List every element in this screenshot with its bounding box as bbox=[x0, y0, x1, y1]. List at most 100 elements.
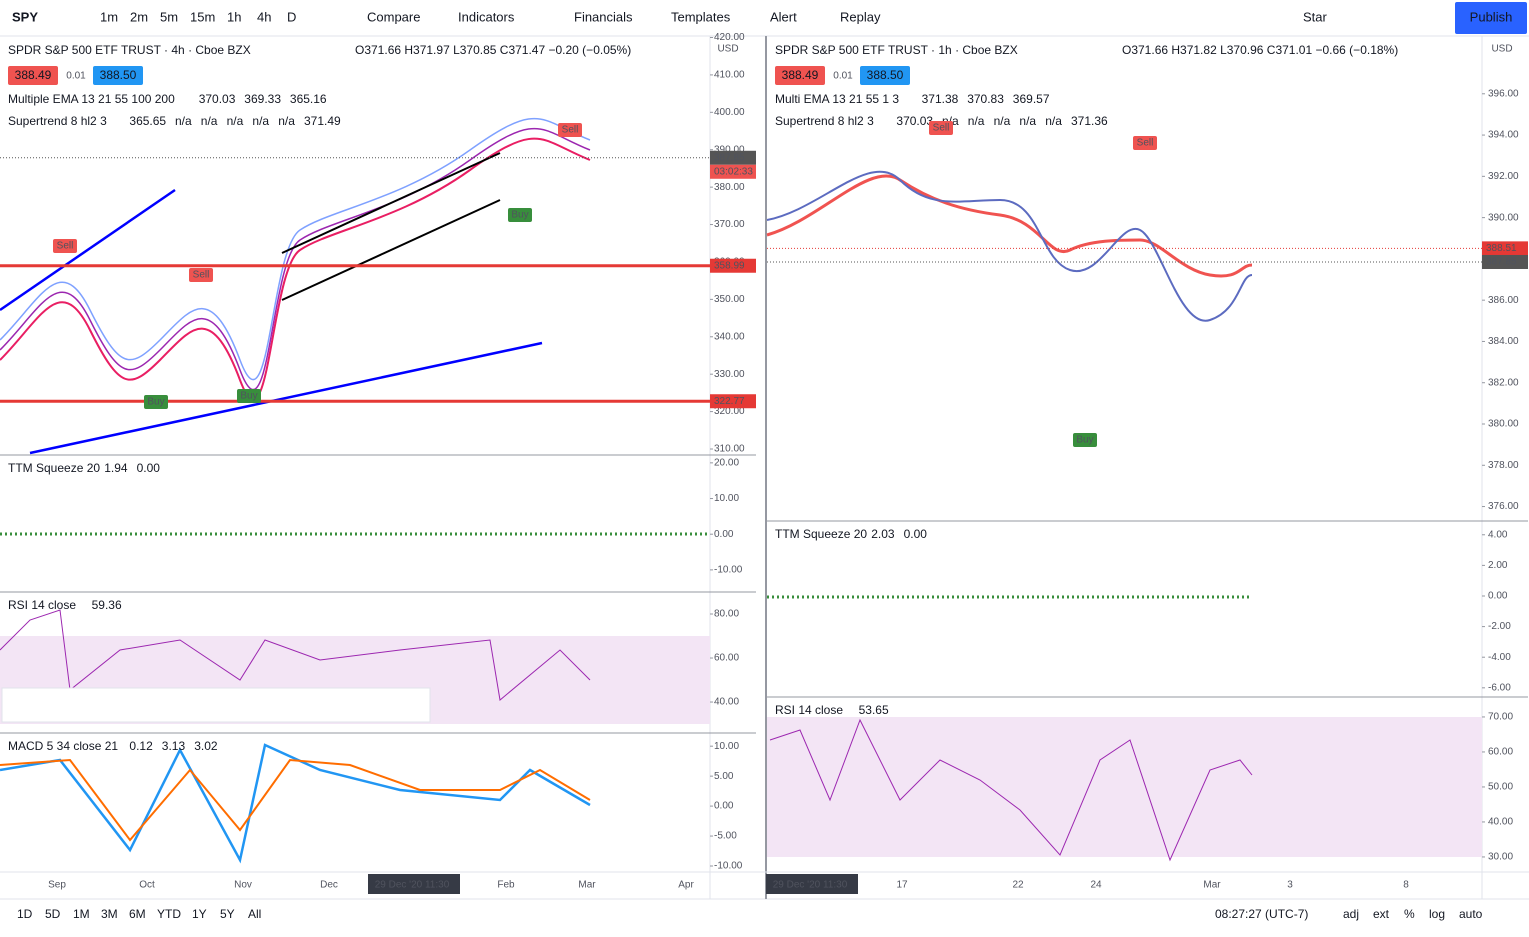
ask-box bbox=[93, 66, 143, 85]
indicator-name: MACD 5 34 close 21 bbox=[8, 739, 118, 753]
indicator-value: 53.65 bbox=[859, 703, 889, 717]
indicator-value: n/a bbox=[227, 114, 244, 128]
signal-label: Sell bbox=[1137, 138, 1154, 149]
y-tick-label: 370.00 bbox=[714, 219, 745, 230]
rsi-line bbox=[0, 609, 591, 701]
bid-box bbox=[8, 66, 58, 85]
indicator-name: Supertrend 8 hl2 3 bbox=[8, 114, 107, 128]
star-button[interactable]: Star bbox=[1303, 9, 1328, 24]
scale-option[interactable]: % bbox=[1404, 907, 1415, 921]
toolbar-button[interactable]: Financials bbox=[574, 9, 633, 24]
interval[interactable]: 4h bbox=[257, 9, 271, 24]
y-tick-label: 5.00 bbox=[714, 771, 734, 782]
indicator-name: RSI 14 close bbox=[775, 703, 843, 717]
indicator-value: 370.83 bbox=[967, 92, 1004, 106]
rsi-line bbox=[769, 718, 1253, 862]
range-button[interactable]: 1Y bbox=[192, 907, 207, 921]
scale-option[interactable]: log bbox=[1429, 907, 1445, 921]
publish-label[interactable]: Publish bbox=[1470, 9, 1513, 24]
indicator-value: 2.03 bbox=[871, 527, 895, 541]
interval[interactable]: 1m bbox=[100, 9, 118, 24]
range-button[interactable]: YTD bbox=[157, 907, 181, 921]
interval[interactable]: D bbox=[287, 9, 296, 24]
drawing-toolbar[interactable] bbox=[1, 687, 431, 723]
x-tick-label: 3 bbox=[1287, 880, 1293, 891]
y-tick-label: 0.00 bbox=[714, 801, 734, 812]
indicator-value: 0.00 bbox=[904, 527, 928, 541]
price-label-box bbox=[710, 394, 756, 409]
y-tick-label: 40.00 bbox=[714, 697, 739, 708]
toolbar-button[interactable]: Replay bbox=[840, 9, 881, 24]
range-button[interactable]: 5D bbox=[45, 907, 61, 921]
signal-box bbox=[1073, 433, 1097, 447]
signal-box bbox=[1133, 136, 1157, 150]
symbol[interactable]: SPY bbox=[12, 9, 38, 24]
bid: 388.49 bbox=[15, 68, 52, 82]
toolbar-button[interactable]: Compare bbox=[367, 9, 420, 24]
price-label-box bbox=[710, 150, 756, 165]
y-tick-label: 0.00 bbox=[1488, 591, 1508, 602]
ask: 388.50 bbox=[100, 68, 137, 82]
crosshair-time-box bbox=[368, 874, 460, 894]
chart-title: SPDR S&P 500 ETF TRUST · 1h · Cboe BZX bbox=[775, 43, 1018, 57]
macd-line bbox=[0, 743, 591, 864]
scale-option[interactable]: adj bbox=[1343, 907, 1359, 921]
range-button[interactable]: 3M bbox=[101, 907, 118, 921]
range-button[interactable]: All bbox=[248, 907, 261, 921]
y-tick-label: 320.00 bbox=[714, 406, 745, 417]
indicator-value: 370.03 bbox=[896, 114, 933, 128]
countdown: 03:02:33 bbox=[714, 166, 753, 177]
y-tick-label: 60.00 bbox=[714, 653, 739, 664]
y-tick-label: 340.00 bbox=[714, 331, 745, 342]
indicator-value: 365.16 bbox=[290, 92, 327, 106]
y-tick-label: 390.00 bbox=[1488, 212, 1519, 223]
interval[interactable]: 1h bbox=[227, 9, 241, 24]
range-button[interactable]: 5Y bbox=[220, 907, 235, 921]
indicator-value: n/a bbox=[968, 114, 985, 128]
indicator-name: Supertrend 8 hl2 3 bbox=[775, 114, 874, 128]
y-tick-label: 2.00 bbox=[1488, 560, 1508, 571]
range-button[interactable]: 1M bbox=[73, 907, 90, 921]
currency: USD bbox=[1491, 44, 1512, 55]
y-tick-label: -2.00 bbox=[1488, 621, 1511, 632]
ohlc: O371.66 H371.97 L370.85 C371.47 −0.20 (−… bbox=[355, 43, 631, 57]
signal-label: Buy bbox=[147, 397, 164, 408]
scale-option[interactable]: ext bbox=[1373, 907, 1390, 921]
interval[interactable]: 2m bbox=[130, 9, 148, 24]
interval[interactable]: 5m bbox=[160, 9, 178, 24]
y-tick-label: 350.00 bbox=[714, 294, 745, 305]
x-tick-label: 8 bbox=[1403, 880, 1409, 891]
indicator-name: TTM Squeeze 20 bbox=[775, 527, 867, 541]
x-tick-label: Mar bbox=[578, 880, 596, 891]
interval[interactable]: 15m bbox=[190, 9, 215, 24]
indicator-value: 1.94 bbox=[104, 461, 128, 475]
toolbar-button[interactable]: Indicators bbox=[458, 9, 515, 24]
toolbar-button[interactable]: Alert bbox=[770, 9, 797, 24]
indicator-value: 3.02 bbox=[194, 739, 218, 753]
indicator-value: 0.12 bbox=[129, 739, 153, 753]
signal-line bbox=[0, 758, 591, 842]
scale-option[interactable]: auto bbox=[1459, 907, 1483, 921]
indicator-name: TTM Squeeze 20 bbox=[8, 461, 100, 475]
signal-label: Buy bbox=[511, 210, 528, 221]
publish-button[interactable] bbox=[1455, 2, 1527, 34]
clock: 08:27:27 (UTC-7) bbox=[1215, 907, 1308, 921]
ema-line bbox=[0, 127, 591, 391]
y-tick-label: 20.00 bbox=[714, 457, 739, 468]
price-label: 388.51 bbox=[1486, 243, 1517, 254]
range-button[interactable]: 1D bbox=[17, 907, 33, 921]
indicator-value: 370.03 bbox=[199, 92, 236, 106]
x-tick-label: 22 bbox=[1012, 880, 1024, 891]
signal-box bbox=[53, 239, 77, 253]
y-tick-label: 80.00 bbox=[714, 609, 739, 620]
indicator-value: n/a bbox=[278, 114, 295, 128]
y-tick-label: 386.00 bbox=[1488, 295, 1519, 306]
range-button[interactable]: 6M bbox=[129, 907, 146, 921]
signal-label: Sell bbox=[562, 125, 579, 136]
x-tick-label: 17 bbox=[896, 880, 908, 891]
toolbar-button[interactable]: Templates bbox=[671, 9, 731, 24]
trend-line bbox=[0, 188, 176, 312]
bid: 388.49 bbox=[782, 68, 819, 82]
x-tick-label: Nov bbox=[234, 880, 252, 891]
